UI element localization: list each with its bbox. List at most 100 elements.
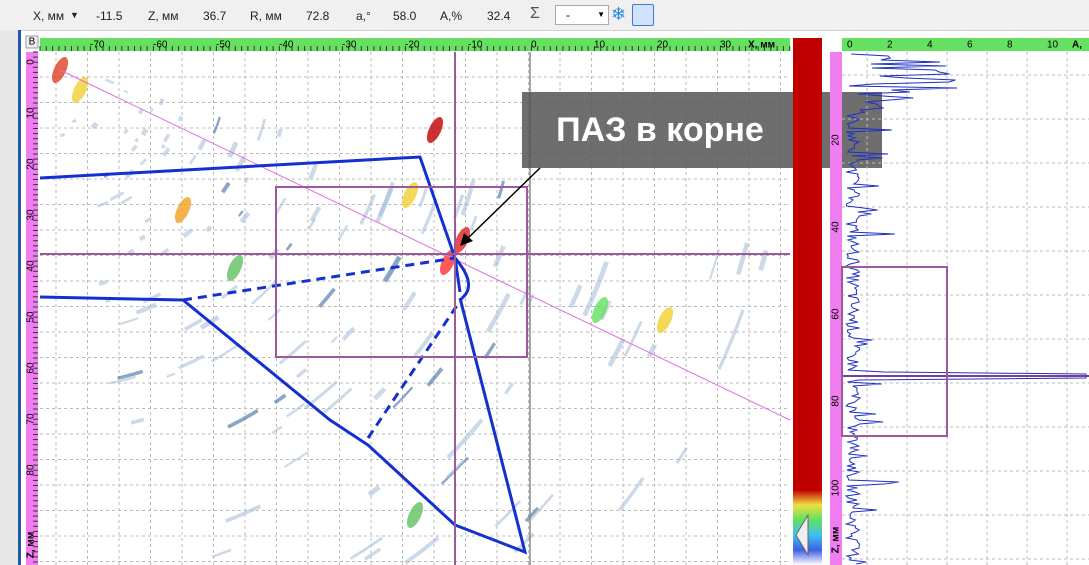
z-ruler-label: 40 xyxy=(26,260,37,272)
r-label: R, мм xyxy=(250,9,282,23)
x-ruler xyxy=(40,38,790,51)
ascan-top-label: 8 xyxy=(1007,40,1013,51)
x-ruler-label: -10 xyxy=(468,40,483,51)
z-value: 36.7 xyxy=(203,9,227,23)
echo xyxy=(140,127,149,137)
ascan-top-label: 0 xyxy=(847,40,853,51)
echo xyxy=(267,308,281,321)
echo xyxy=(189,154,197,165)
echo xyxy=(350,536,384,560)
scan-image xyxy=(51,57,769,565)
echo-hot xyxy=(406,502,424,528)
ascan-top-label: 2 xyxy=(887,40,893,51)
echo xyxy=(623,320,643,357)
ascan-top-ruler xyxy=(842,38,1089,51)
dropdown-arrow[interactable]: ▼ xyxy=(70,10,79,20)
echo xyxy=(323,387,353,414)
echo xyxy=(271,425,283,435)
echo xyxy=(524,506,540,523)
echo xyxy=(109,191,125,201)
x-ruler-label: 30 xyxy=(720,40,732,51)
amp-label: A,% xyxy=(440,9,463,23)
annotation-text: ПАЗ в корне xyxy=(556,111,764,149)
echo xyxy=(426,367,444,387)
ascan-left-label: 40 xyxy=(831,221,842,233)
echo xyxy=(359,193,377,225)
x-label[interactable]: X, мм xyxy=(33,9,65,23)
view-button[interactable] xyxy=(632,4,654,26)
echo xyxy=(492,245,506,268)
combo-arrow[interactable]: ▼ xyxy=(597,10,605,19)
echo xyxy=(607,337,626,367)
echo xyxy=(420,198,438,235)
echo xyxy=(72,118,77,124)
ascan-waveform xyxy=(844,53,1087,565)
x-ruler-label: -40 xyxy=(279,40,294,51)
z-ruler-label: 10 xyxy=(26,107,37,119)
echo-hot xyxy=(174,197,192,223)
echo xyxy=(97,200,109,208)
echo xyxy=(210,344,239,363)
echo xyxy=(158,98,165,106)
echo xyxy=(178,354,205,370)
echo xyxy=(736,242,750,276)
x-value: -11.5 xyxy=(96,9,123,23)
echo xyxy=(144,216,152,224)
echo xyxy=(519,286,531,306)
combo-box[interactable]: - ▼ xyxy=(555,5,609,25)
echo xyxy=(286,402,306,418)
annotation-arrow xyxy=(465,167,541,241)
echo xyxy=(90,121,99,130)
ascan-gate[interactable] xyxy=(841,266,948,437)
echo xyxy=(304,380,338,410)
echo xyxy=(134,137,139,143)
echo xyxy=(117,369,144,380)
echo xyxy=(582,261,609,317)
weld-upper xyxy=(39,155,462,293)
palette-slider[interactable] xyxy=(795,513,809,557)
echo xyxy=(341,326,356,341)
echo xyxy=(161,248,170,256)
echo xyxy=(139,158,147,166)
palette-red xyxy=(793,38,822,490)
echo xyxy=(373,387,387,401)
echo-hot xyxy=(591,297,609,323)
ascan-grid xyxy=(842,52,1089,565)
echo xyxy=(276,128,283,138)
ascan-top-axis-label: A, xyxy=(1072,40,1082,51)
z-label: Z, мм xyxy=(148,9,179,23)
x-ruler-label: 20 xyxy=(657,40,669,51)
echo xyxy=(212,116,222,134)
echo xyxy=(234,155,247,172)
side-border xyxy=(18,30,21,565)
echo xyxy=(307,218,317,230)
gate-box[interactable] xyxy=(275,186,528,358)
freeze-button[interactable]: ❄ xyxy=(611,4,627,24)
echo xyxy=(392,386,414,409)
echo xyxy=(183,318,203,331)
echo-hot xyxy=(426,117,444,143)
sum-button[interactable]: Σ xyxy=(530,5,540,22)
echo xyxy=(494,500,522,528)
echo xyxy=(162,147,171,157)
echo xyxy=(404,536,440,565)
amp-value: 32.4 xyxy=(487,9,511,23)
echo-hot xyxy=(656,307,674,333)
echo xyxy=(119,317,139,326)
weld-root xyxy=(453,257,471,300)
z-ruler-label: 30 xyxy=(26,209,37,221)
echo xyxy=(295,368,308,379)
echo xyxy=(177,115,183,122)
z-ruler-label: 80 xyxy=(26,464,37,476)
echo xyxy=(251,281,276,305)
echo xyxy=(59,132,66,138)
echo xyxy=(708,249,721,280)
echo xyxy=(130,417,145,425)
echo xyxy=(469,215,478,231)
z-ruler xyxy=(26,52,38,565)
echo xyxy=(308,163,318,180)
x-ruler-label: -60 xyxy=(153,40,168,51)
echo xyxy=(418,188,428,208)
echo xyxy=(135,302,158,315)
echo xyxy=(160,144,166,150)
